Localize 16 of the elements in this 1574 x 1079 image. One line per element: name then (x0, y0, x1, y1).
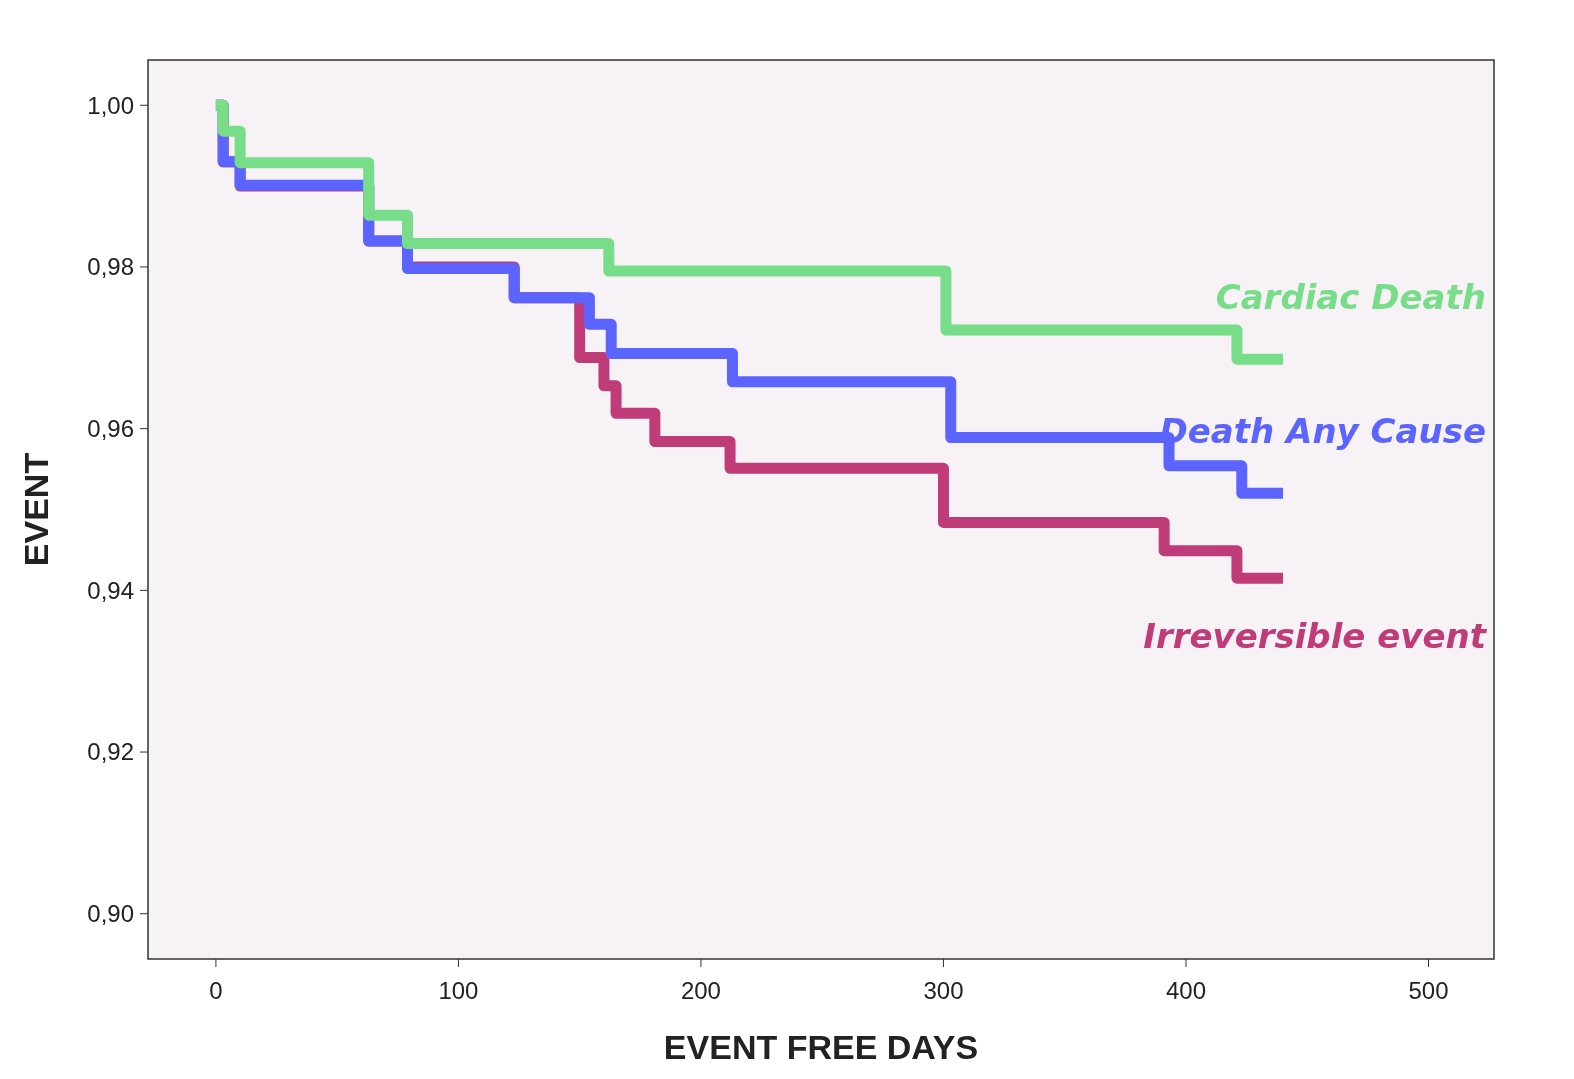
x-tick-label: 0 (209, 977, 223, 1004)
x-tick-label: 100 (438, 977, 479, 1004)
y-tick-label: 0,94 (87, 576, 134, 604)
y-tick-label: 0,90 (87, 900, 134, 928)
series-label: Irreversible event (1143, 616, 1488, 657)
y-axis-title: EVENT (17, 452, 55, 567)
y-tick-label: 0,96 (87, 415, 134, 443)
y-tick-label: 0,98 (87, 253, 134, 281)
x-tick-label: 200 (680, 977, 721, 1004)
y-tick-label: 1,00 (87, 91, 134, 119)
x-axis-title: EVENT FREE DAYS (663, 1028, 979, 1066)
x-tick-label: 300 (923, 977, 964, 1004)
series-label: Cardiac Death (1215, 277, 1486, 318)
x-tick-label: 400 (1165, 977, 1207, 1004)
y-tick-label: 0,92 (87, 738, 134, 766)
x-tick-label: 500 (1408, 977, 1449, 1004)
